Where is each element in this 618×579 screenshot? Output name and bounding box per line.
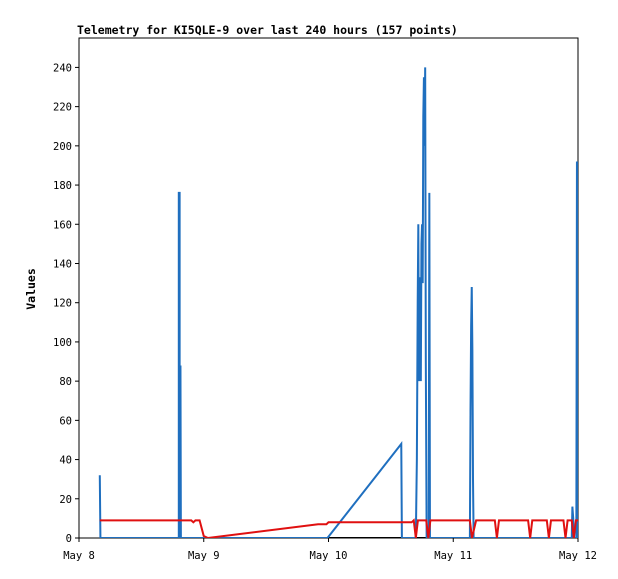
y-tick-label: 20 — [59, 494, 72, 506]
y-tick-label: 180 — [53, 180, 72, 192]
y-axis-ticks: 0 20 40 60 80 100 120 140 160 180 200 220 240 — [53, 62, 79, 545]
x-tick-label: May 10 — [310, 550, 348, 562]
y-tick-label: 40 — [59, 455, 72, 467]
chart-title: Telemetry for KI5QLE-9 over last 240 hou… — [77, 23, 458, 37]
x-tick-label: May 11 — [434, 550, 472, 562]
y-tick-label: 100 — [53, 337, 72, 349]
x-tick-label: May 8 — [63, 550, 95, 562]
y-tick-label: 240 — [53, 62, 72, 74]
y-tick-label: 220 — [53, 102, 72, 114]
x-tick-label: May 9 — [188, 550, 220, 562]
y-tick-label: 140 — [53, 258, 72, 270]
plot-area — [98, 67, 578, 538]
x-tick-label: May 12 — [559, 550, 597, 562]
series-line-2 — [99, 518, 578, 538]
y-tick-label: 60 — [59, 415, 72, 427]
y-axis-label: Values — [24, 268, 38, 310]
x-axis-ticks: May 8 May 9 May 10 May 11 May 12 — [63, 538, 597, 562]
y-tick-label: 200 — [53, 141, 72, 153]
y-tick-label: 120 — [53, 298, 72, 310]
plot-frame — [78, 37, 579, 539]
y-tick-label: 160 — [53, 219, 72, 231]
y-tick-label: 80 — [59, 376, 72, 388]
y-tick-label: 0 — [66, 533, 72, 545]
series-line-1 — [98, 67, 578, 538]
